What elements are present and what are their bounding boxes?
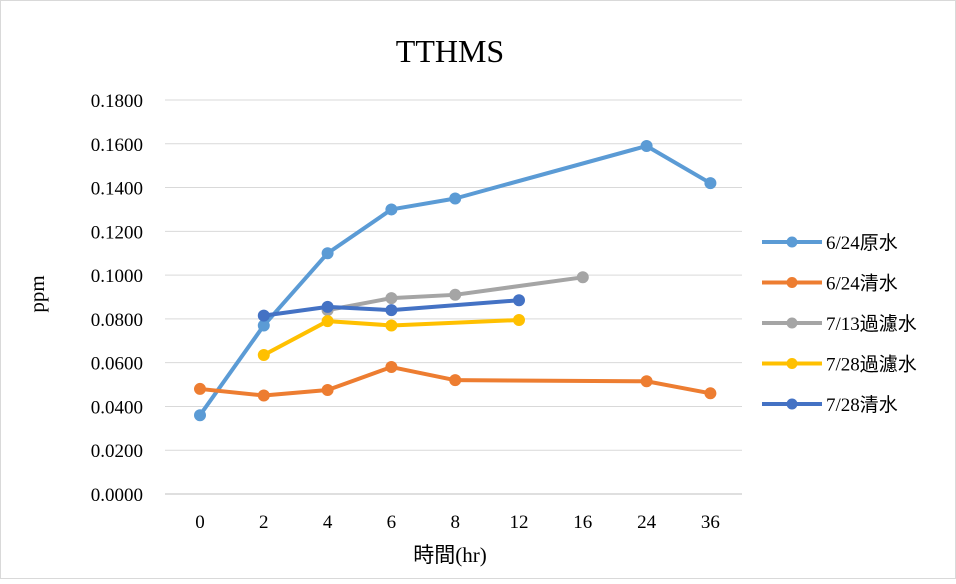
data-point bbox=[704, 177, 717, 190]
data-point bbox=[321, 315, 334, 328]
legend-item: 6/24原水 bbox=[762, 232, 898, 254]
legend-marker bbox=[786, 277, 798, 288]
y-tick-label: 0.0400 bbox=[91, 397, 143, 418]
data-point bbox=[194, 409, 206, 422]
y-tick-label: 0.1800 bbox=[91, 91, 143, 112]
data-point bbox=[321, 384, 334, 397]
x-tick-label: 4 bbox=[323, 512, 333, 533]
data-point bbox=[640, 375, 653, 388]
y-tick-label: 0.1400 bbox=[91, 179, 143, 200]
data-point bbox=[385, 361, 398, 374]
data-point bbox=[449, 192, 462, 205]
series-line-5 bbox=[261, 298, 521, 318]
y-tick-label: 0.0800 bbox=[91, 310, 143, 331]
legend-label: 7/28清水 bbox=[826, 394, 898, 416]
x-tick-label: 2 bbox=[259, 512, 269, 533]
data-point bbox=[385, 319, 398, 332]
y-axis-label: ppm bbox=[25, 275, 49, 312]
data-point bbox=[640, 139, 653, 152]
data-point bbox=[257, 309, 270, 322]
legend-marker bbox=[786, 358, 798, 369]
data-point bbox=[194, 382, 206, 395]
data-point bbox=[385, 292, 398, 305]
legend-item: 7/13過濾水 bbox=[762, 313, 917, 335]
legend-marker bbox=[786, 317, 798, 329]
legend-label: 6/24原水 bbox=[826, 232, 898, 254]
data-point bbox=[513, 313, 525, 326]
x-tick-label: 8 bbox=[450, 512, 460, 533]
data-point bbox=[513, 294, 525, 307]
chart-title: TTHMS bbox=[396, 33, 504, 69]
y-tick-label: 0.0600 bbox=[91, 354, 143, 375]
legend-item: 7/28清水 bbox=[762, 394, 898, 416]
data-point bbox=[321, 247, 334, 260]
data-point bbox=[449, 288, 462, 301]
legend-marker bbox=[786, 398, 798, 410]
x-tick-label: 24 bbox=[637, 512, 657, 533]
series-line-3 bbox=[325, 275, 585, 313]
data-point bbox=[321, 300, 334, 313]
legend-item: 6/24清水 bbox=[762, 273, 898, 295]
data-point bbox=[257, 349, 270, 362]
data-point bbox=[257, 389, 270, 402]
x-tick-label: 6 bbox=[387, 512, 397, 533]
legend-label: 7/28過濾水 bbox=[826, 354, 917, 376]
data-point bbox=[704, 387, 717, 400]
legend-label: 7/13過濾水 bbox=[826, 313, 917, 335]
y-tick-label: 0.0200 bbox=[91, 441, 143, 462]
y-tick-label: 0.1600 bbox=[91, 135, 143, 156]
data-point bbox=[385, 203, 398, 216]
data-point bbox=[449, 374, 462, 387]
x-tick-label: 0 bbox=[195, 512, 205, 533]
x-tick-label: 16 bbox=[573, 512, 592, 533]
series-line-4 bbox=[261, 317, 521, 358]
y-tick-label: 0.1000 bbox=[91, 266, 143, 287]
legend-marker bbox=[786, 236, 798, 248]
data-point bbox=[385, 304, 398, 317]
y-tick-label: 0.1200 bbox=[91, 222, 143, 243]
y-tick-label: 0.0000 bbox=[91, 485, 143, 506]
x-tick-label: 36 bbox=[701, 512, 720, 533]
legend-item: 7/28過濾水 bbox=[762, 354, 917, 376]
x-axis-label: 時間(hr) bbox=[413, 543, 486, 567]
x-tick-label: 12 bbox=[510, 512, 529, 533]
legend-label: 6/24清水 bbox=[826, 273, 898, 295]
data-point bbox=[576, 271, 589, 284]
